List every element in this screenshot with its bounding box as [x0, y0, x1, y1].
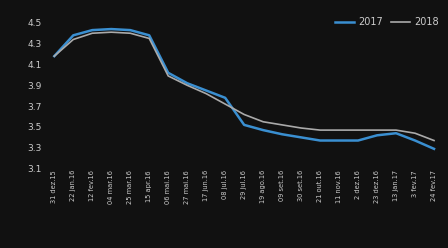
2017 — [241, 124, 247, 126]
Line: 2017: 2017 — [54, 29, 434, 149]
2018 — [280, 124, 285, 126]
2017 — [71, 34, 76, 37]
2018 — [241, 113, 247, 116]
2018 — [52, 55, 57, 58]
2018 — [431, 139, 437, 142]
2018 — [355, 129, 361, 132]
2017 — [298, 136, 304, 139]
2018 — [128, 32, 133, 35]
2017 — [375, 134, 380, 137]
2018 — [165, 74, 171, 77]
2018 — [412, 132, 418, 135]
2017 — [393, 132, 399, 135]
2017 — [52, 55, 57, 58]
2018 — [108, 31, 114, 34]
2017 — [185, 82, 190, 85]
2018 — [298, 126, 304, 129]
2017 — [146, 34, 152, 37]
2017 — [336, 139, 342, 142]
2017 — [165, 71, 171, 74]
2017 — [280, 133, 285, 136]
2018 — [146, 37, 152, 40]
2018 — [375, 129, 380, 132]
2018 — [90, 32, 95, 35]
Line: 2018: 2018 — [54, 32, 434, 141]
2017 — [412, 139, 418, 142]
2018 — [336, 129, 342, 132]
2018 — [318, 129, 323, 132]
2017 — [203, 89, 209, 92]
2018 — [203, 92, 209, 95]
2018 — [260, 120, 266, 123]
2018 — [393, 129, 399, 132]
2018 — [185, 84, 190, 87]
Legend: 2017, 2018: 2017, 2018 — [331, 13, 443, 31]
2017 — [260, 129, 266, 132]
2017 — [355, 139, 361, 142]
2017 — [108, 28, 114, 31]
2017 — [128, 29, 133, 31]
2017 — [90, 29, 95, 31]
2018 — [71, 38, 76, 41]
2017 — [431, 147, 437, 150]
2017 — [223, 96, 228, 99]
2018 — [223, 103, 228, 106]
2017 — [318, 139, 323, 142]
